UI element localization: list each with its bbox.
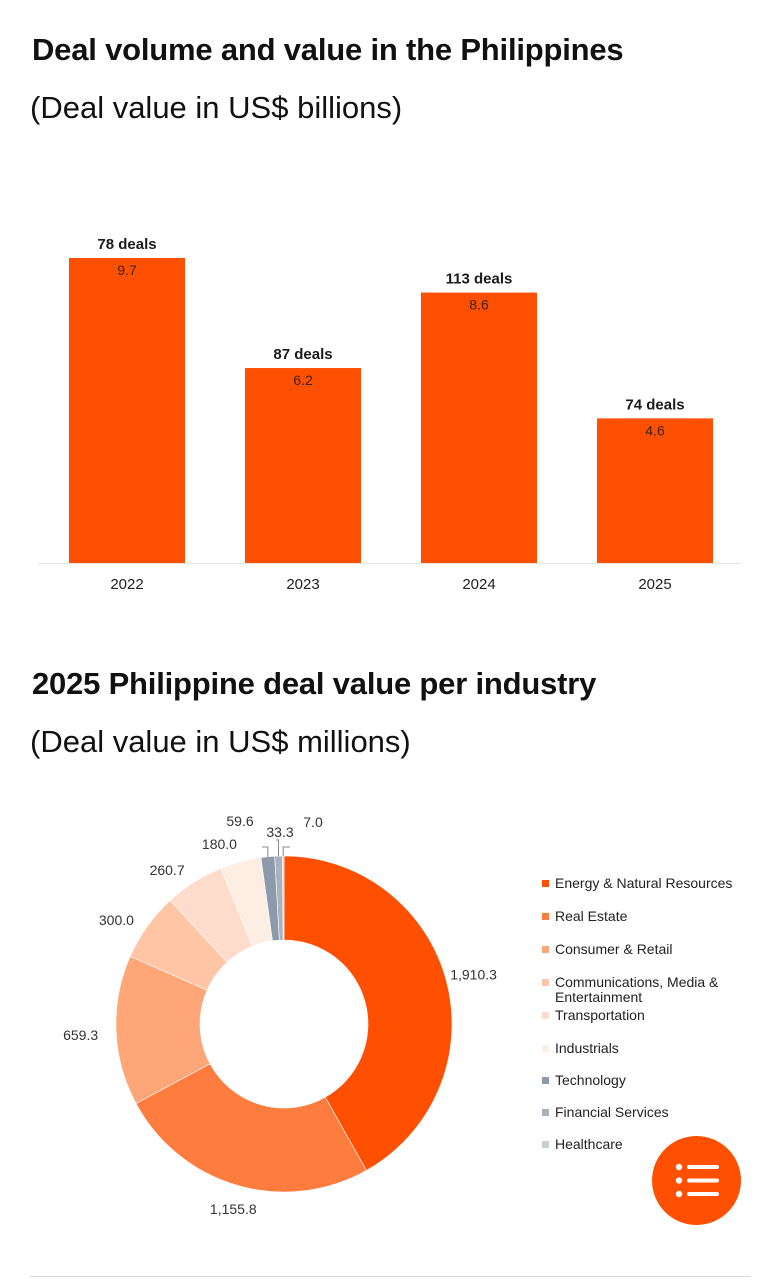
legend-item: Consumer & Retail (542, 942, 767, 957)
slice-value-label: 1,910.3 (450, 966, 497, 982)
slice-value-label: 180.0 (202, 836, 237, 852)
slice-value-label: 7.0 (303, 814, 323, 830)
bar-2024 (421, 292, 537, 563)
legend-item: Healthcare (542, 1137, 767, 1152)
bar-value-label: 6.2 (293, 372, 313, 388)
legend-swatch (542, 1045, 549, 1052)
donut-slice (283, 855, 453, 1171)
leader-line (262, 846, 269, 857)
bar-chart-title: Deal volume and value in the Philippines (32, 32, 624, 67)
bar-2023 (245, 368, 361, 563)
legend-label: Real Estate (555, 908, 628, 924)
slice-value-label: 300.0 (99, 912, 134, 928)
bar-2025 (597, 418, 713, 563)
bar-deal-count-label: 74 deals (625, 396, 684, 413)
donut-chart: 1,910.3 1,155.8 659.3 300.0 260.7 180.0 59.6 33… (63, 813, 497, 1217)
legend-swatch (542, 979, 549, 986)
list-menu-icon (675, 1163, 719, 1198)
legend-swatch (542, 1012, 549, 1019)
legend-label: Technology (555, 1072, 626, 1088)
bar-deal-count-label: 78 deals (97, 236, 156, 253)
leader-line (276, 839, 280, 857)
legend-item: Communications, Media & Entertainment (542, 975, 767, 1005)
donut-chart-subtitle: (Deal value in US$ millions) (30, 724, 411, 759)
legend-swatch (542, 1141, 549, 1148)
donut-slice (115, 956, 211, 1104)
legend-swatch (542, 1077, 549, 1084)
legend-item: Energy & Natural Resources (542, 876, 767, 891)
bar-value-label: 8.6 (469, 297, 489, 313)
bar-chart-subtitle: (Deal value in US$ billions) (30, 90, 403, 125)
bar-value-label: 9.7 (117, 262, 137, 278)
donut-slice (282, 855, 285, 941)
x-tick-label: 2025 (638, 576, 671, 593)
legend-label: Healthcare (555, 1136, 623, 1152)
bar-value-label: 4.6 (645, 422, 665, 438)
donut-chart-title: 2025 Philippine deal value per industry (32, 666, 597, 701)
bar-deal-count-label: 87 deals (273, 346, 332, 363)
menu-button[interactable] (652, 1136, 741, 1225)
legend-label: Transportation (555, 1007, 645, 1023)
legend-swatch (542, 913, 549, 920)
legend-item: Technology (542, 1073, 767, 1088)
legend-label: Energy & Natural Resources (555, 875, 733, 891)
legend-item: Industrials (542, 1041, 767, 1056)
slice-value-label: 659.3 (63, 1027, 98, 1043)
leader-line (282, 846, 290, 857)
x-tick-label: 2023 (286, 576, 319, 593)
legend-swatch (542, 880, 549, 887)
slice-value-label: 59.6 (226, 813, 253, 829)
legend-item: Financial Services (542, 1105, 767, 1120)
bar-deal-count-label: 113 deals (446, 271, 513, 288)
x-tick-label: 2022 (110, 576, 143, 593)
legend-label: Communications, Media & Entertainment (555, 974, 719, 1005)
slice-value-label: 1,155.8 (210, 1201, 257, 1217)
legend-swatch (542, 946, 549, 953)
legend-item: Transportation (542, 1008, 767, 1023)
bar-chart: 9.7 78 deals 2022 6.2 87 deals 2023 8.6 113 dea… (38, 236, 742, 593)
bar-2022 (69, 258, 185, 563)
legend-swatch (542, 1109, 549, 1116)
legend-label: Industrials (555, 1040, 619, 1056)
slice-value-label: 33.3 (266, 824, 293, 840)
x-tick-label: 2024 (462, 576, 495, 593)
legend-item: Real Estate (542, 909, 767, 924)
legend-label: Consumer & Retail (555, 941, 673, 957)
legend-label: Financial Services (555, 1104, 669, 1120)
bottom-divider (30, 1276, 751, 1277)
slice-value-label: 260.7 (150, 862, 185, 878)
donut-slice (135, 1063, 367, 1193)
